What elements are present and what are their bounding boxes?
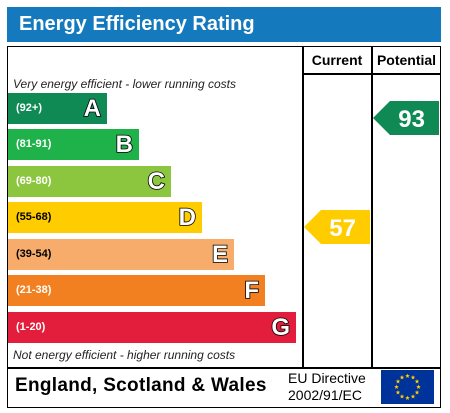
efficient-note: Very energy efficient - lower running co… bbox=[13, 77, 236, 91]
divider bbox=[302, 73, 441, 75]
flag-star bbox=[395, 390, 401, 395]
flag-star bbox=[405, 373, 410, 378]
flag-star bbox=[399, 394, 405, 399]
directive-line-2: 2002/91/EC bbox=[288, 387, 362, 403]
directive-label: EU Directive 2002/91/EC bbox=[288, 370, 366, 404]
divider bbox=[7, 367, 441, 369]
flag-star bbox=[410, 394, 416, 399]
band-b: (81-91) B bbox=[8, 129, 139, 160]
band-letter: E bbox=[211, 240, 229, 269]
page-title: Energy Efficiency Rating bbox=[7, 7, 441, 42]
band-g: (1-20) G bbox=[8, 312, 296, 343]
band-range: (92+) bbox=[16, 102, 42, 114]
band-range: (81-91) bbox=[16, 138, 52, 150]
divider bbox=[302, 46, 304, 368]
band-letter: C bbox=[147, 167, 166, 196]
region-label: England, Scotland & Wales bbox=[15, 375, 267, 396]
potential-column-header: Potential bbox=[376, 52, 437, 68]
eu-flag-icon bbox=[381, 370, 434, 404]
flag-star bbox=[410, 375, 416, 380]
rating-frame bbox=[7, 46, 441, 408]
band-letter: B bbox=[115, 130, 134, 159]
band-e: (39-54) E bbox=[8, 239, 234, 270]
directive-line-1: EU Directive bbox=[288, 370, 366, 386]
potential-rating-arrow: 93 bbox=[373, 101, 439, 135]
band-letter: F bbox=[244, 276, 260, 305]
band-range: (55-68) bbox=[16, 211, 52, 223]
band-f: (21-38) F bbox=[8, 275, 265, 306]
flag-star bbox=[405, 395, 410, 400]
current-rating-value: 57 bbox=[329, 215, 356, 242]
band-letter: A bbox=[83, 94, 102, 123]
flag-star bbox=[414, 379, 420, 384]
flag-star bbox=[416, 384, 421, 389]
band-range: (1-20) bbox=[16, 321, 46, 333]
divider bbox=[371, 46, 373, 368]
band-letter: G bbox=[271, 313, 291, 342]
flag-star bbox=[414, 390, 420, 395]
flag-star bbox=[394, 384, 399, 389]
inefficient-note: Not energy efficient - higher running co… bbox=[13, 348, 236, 362]
current-column-header: Current bbox=[311, 52, 363, 68]
current-rating-arrow: 57 bbox=[304, 210, 370, 244]
band-range: (69-80) bbox=[16, 175, 52, 187]
band-range: (21-38) bbox=[16, 284, 52, 296]
band-a: (92+) A bbox=[8, 93, 107, 124]
band-letter: D bbox=[178, 203, 197, 232]
band-c: (69-80) C bbox=[8, 166, 171, 197]
band-d: (55-68) D bbox=[8, 202, 202, 233]
band-range: (39-54) bbox=[16, 248, 52, 260]
potential-rating-value: 93 bbox=[398, 106, 425, 133]
flag-star bbox=[399, 375, 405, 380]
flag-star bbox=[395, 379, 401, 384]
